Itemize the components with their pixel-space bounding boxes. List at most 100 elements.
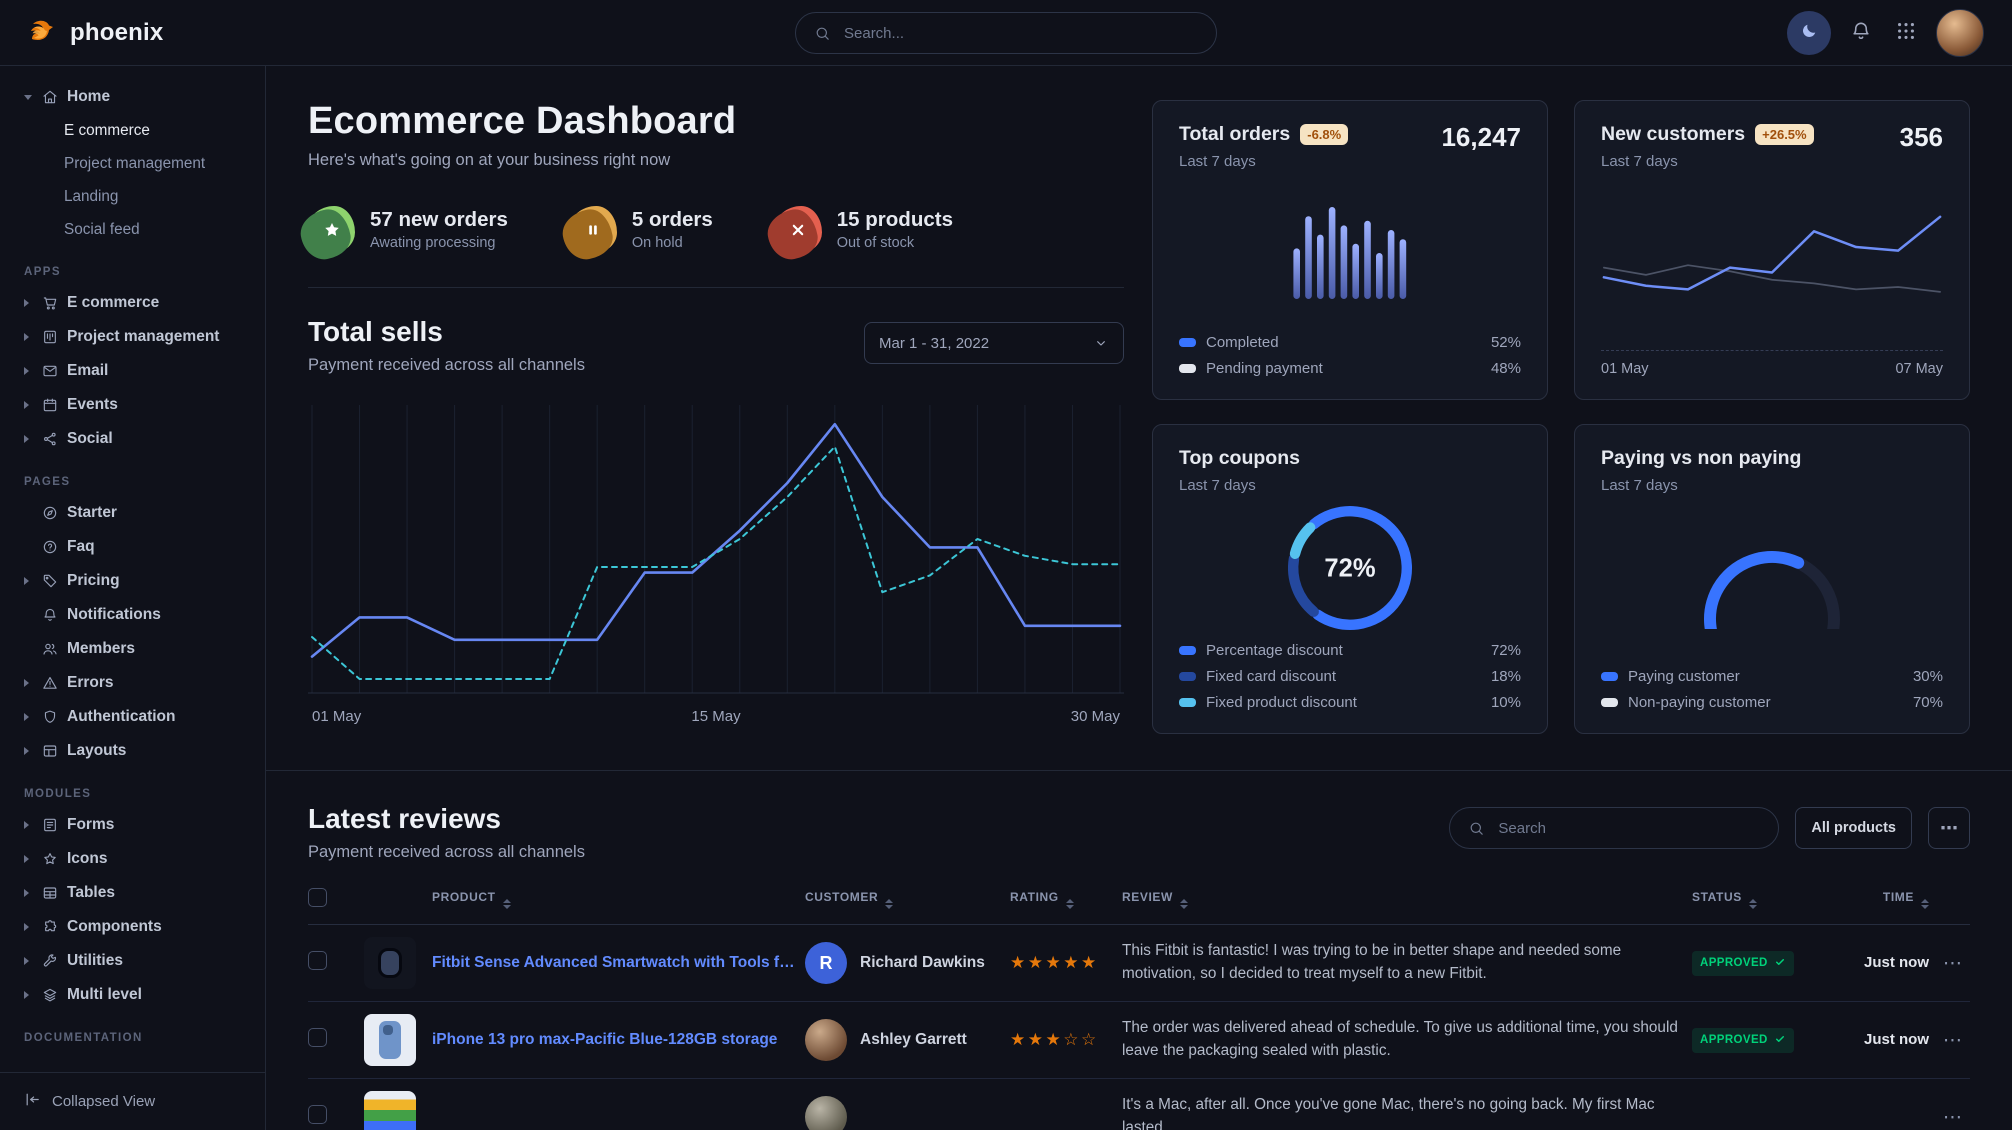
sidebar-item-label: Multi level <box>67 986 142 1003</box>
sidebar-item-e-commerce[interactable]: E commerce <box>0 286 265 320</box>
global-search <box>795 12 1217 54</box>
stat-awating-processing: 57 new orders Awating processing <box>308 206 508 253</box>
caret-right-icon <box>24 713 33 721</box>
notifications-button[interactable] <box>1846 16 1876 49</box>
legend-percentage-discount: Percentage discount 72% <box>1179 642 1521 659</box>
top-coupons-chart: 72% <box>1179 494 1521 642</box>
sidebar-item-starter[interactable]: Starter <box>0 496 265 530</box>
sidebar-item-forms[interactable]: Forms <box>0 808 265 842</box>
reviews-search-input[interactable] <box>1496 818 1761 838</box>
sidebar-item-authentication[interactable]: Authentication <box>0 700 265 734</box>
product-link[interactable]: iPhone 13 pro max-Pacific Blue-128GB sto… <box>432 1031 778 1048</box>
sidebar-item-layouts[interactable]: Layouts <box>0 734 265 768</box>
sidebar-item-label: Events <box>67 396 118 413</box>
svg-text:01 May: 01 May <box>312 708 362 725</box>
chevron-down-icon <box>1093 335 1109 351</box>
sidebar-section-modules: MODULES <box>24 788 92 800</box>
sidebar-item-errors[interactable]: Errors <box>0 666 265 700</box>
theme-toggle-button[interactable] <box>1787 10 1831 55</box>
navbar-actions <box>1787 8 1984 57</box>
sidebar-item-icons[interactable]: Icons <box>0 842 265 876</box>
sidebar-item-label: Starter <box>67 504 117 521</box>
status-badge: APPROVED <box>1692 950 1794 976</box>
sidebar-nav: Home E commerce Project management Landing S… <box>0 66 265 1072</box>
svg-text:72%: 72% <box>1324 555 1375 583</box>
row-checkbox[interactable] <box>308 951 327 970</box>
sidebar-item-utilities[interactable]: Utilities <box>0 944 265 978</box>
sidebar-item-multi-level[interactable]: Multi level <box>0 978 265 1012</box>
sort-icon <box>1748 898 1757 909</box>
row-menu-button[interactable]: ⋯ <box>1937 950 1968 977</box>
sidebar-item-label: Authentication <box>67 708 176 725</box>
total-orders-chart <box>1179 170 1521 334</box>
sidebar: Home E commerce Project management Landing S… <box>0 66 266 1130</box>
caret-right-icon <box>24 367 33 375</box>
brand-logo[interactable]: phoenix <box>28 17 163 49</box>
tag-icon <box>42 573 58 589</box>
sidebar-item-label: Tables <box>67 884 115 901</box>
question-icon <box>42 539 58 555</box>
search-icon <box>814 25 831 42</box>
sidebar-section-apps: APPS <box>24 266 61 278</box>
row-menu-button[interactable]: ⋯ <box>1937 1104 1968 1130</box>
sidebar-item-components[interactable]: Components <box>0 910 265 944</box>
product-link[interactable]: Fitbit Sense Advanced Smartwatch with To… <box>432 954 797 971</box>
stat-value: 57 new orders <box>370 208 508 231</box>
sidebar-item-events[interactable]: Events <box>0 388 265 422</box>
stat-value: 15 products <box>836 208 953 231</box>
card-title: Top coupons <box>1179 447 1300 469</box>
card-period: Last 7 days <box>1179 477 1256 494</box>
kanban-icon <box>42 329 58 345</box>
sidebar-item-faq[interactable]: Faq <box>0 530 265 564</box>
sidebar-item-pricing[interactable]: Pricing <box>0 564 265 598</box>
row-checkbox[interactable] <box>308 1105 327 1124</box>
moon-icon <box>1799 21 1819 44</box>
sidebar-item-social[interactable]: Social <box>0 422 265 456</box>
date-range-select[interactable]: Mar 1 - 31, 2022 <box>864 322 1124 364</box>
layout-icon <box>42 743 58 759</box>
new-customers-chart <box>1601 170 1943 348</box>
sidebar-item-label: Forms <box>67 816 115 833</box>
sidebar-item-project-management[interactable]: Project management <box>0 320 265 354</box>
sidebar-item-project-management[interactable]: Project management <box>64 154 206 172</box>
caret-right-icon <box>24 991 33 999</box>
sidebar-item-e-commerce[interactable]: E commerce <box>64 121 150 139</box>
column-header-customer[interactable]: CUSTOMER <box>805 888 1010 925</box>
sidebar-item-tables[interactable]: Tables <box>0 876 265 910</box>
collapse-sidebar-button[interactable]: Collapsed View <box>0 1072 265 1130</box>
sidebar-item-label: Layouts <box>67 742 127 759</box>
sidebar-item-social-feed[interactable]: Social feed <box>64 220 140 238</box>
caret-right-icon <box>24 889 33 897</box>
row-menu-button[interactable]: ⋯ <box>1937 1027 1968 1054</box>
column-header-review[interactable]: REVIEW <box>1122 888 1692 925</box>
sidebar-item-landing[interactable]: Landing <box>64 187 119 205</box>
global-search-input[interactable] <box>842 23 1198 43</box>
column-header-rating[interactable]: RATING <box>1010 888 1122 925</box>
row-checkbox[interactable] <box>308 1028 327 1047</box>
all-products-button[interactable]: All products <box>1795 807 1912 849</box>
sidebar-item-email[interactable]: Email <box>0 354 265 388</box>
column-header-product[interactable]: PRODUCT <box>364 888 805 925</box>
sidebar-item-label: Icons <box>67 850 108 867</box>
select-all-checkbox[interactable] <box>308 888 327 907</box>
sidebar-item-home[interactable]: Home <box>0 80 265 114</box>
shield-icon <box>42 709 58 725</box>
x-bold-icon <box>774 206 822 253</box>
reviews-more-button[interactable]: ⋯ <box>1928 807 1970 849</box>
column-header-time[interactable]: TIME <box>1857 888 1937 925</box>
legend-fixed-card-discount: Fixed card discount 18% <box>1179 668 1521 685</box>
sort-icon <box>885 898 894 909</box>
sidebar-section-documentation: DOCUMENTATION <box>24 1032 143 1044</box>
sidebar-item-label: Errors <box>67 674 114 691</box>
caret-down-icon <box>24 95 33 100</box>
sidebar-item-notifications[interactable]: Notifications <box>0 598 265 632</box>
stat-caption: Awating processing <box>370 235 496 251</box>
summary-cards: Total orders -6.8% Last 7 days 16,247 Co… <box>1152 100 1970 734</box>
sidebar-item-members[interactable]: Members <box>0 632 265 666</box>
column-header-status[interactable]: STATUS <box>1692 888 1857 925</box>
stat-caption: On hold <box>631 235 683 251</box>
user-avatar[interactable] <box>1936 8 1984 57</box>
apps-grid-button[interactable] <box>1891 16 1921 49</box>
stat-out-of-stock: 15 products Out of stock <box>774 206 953 253</box>
